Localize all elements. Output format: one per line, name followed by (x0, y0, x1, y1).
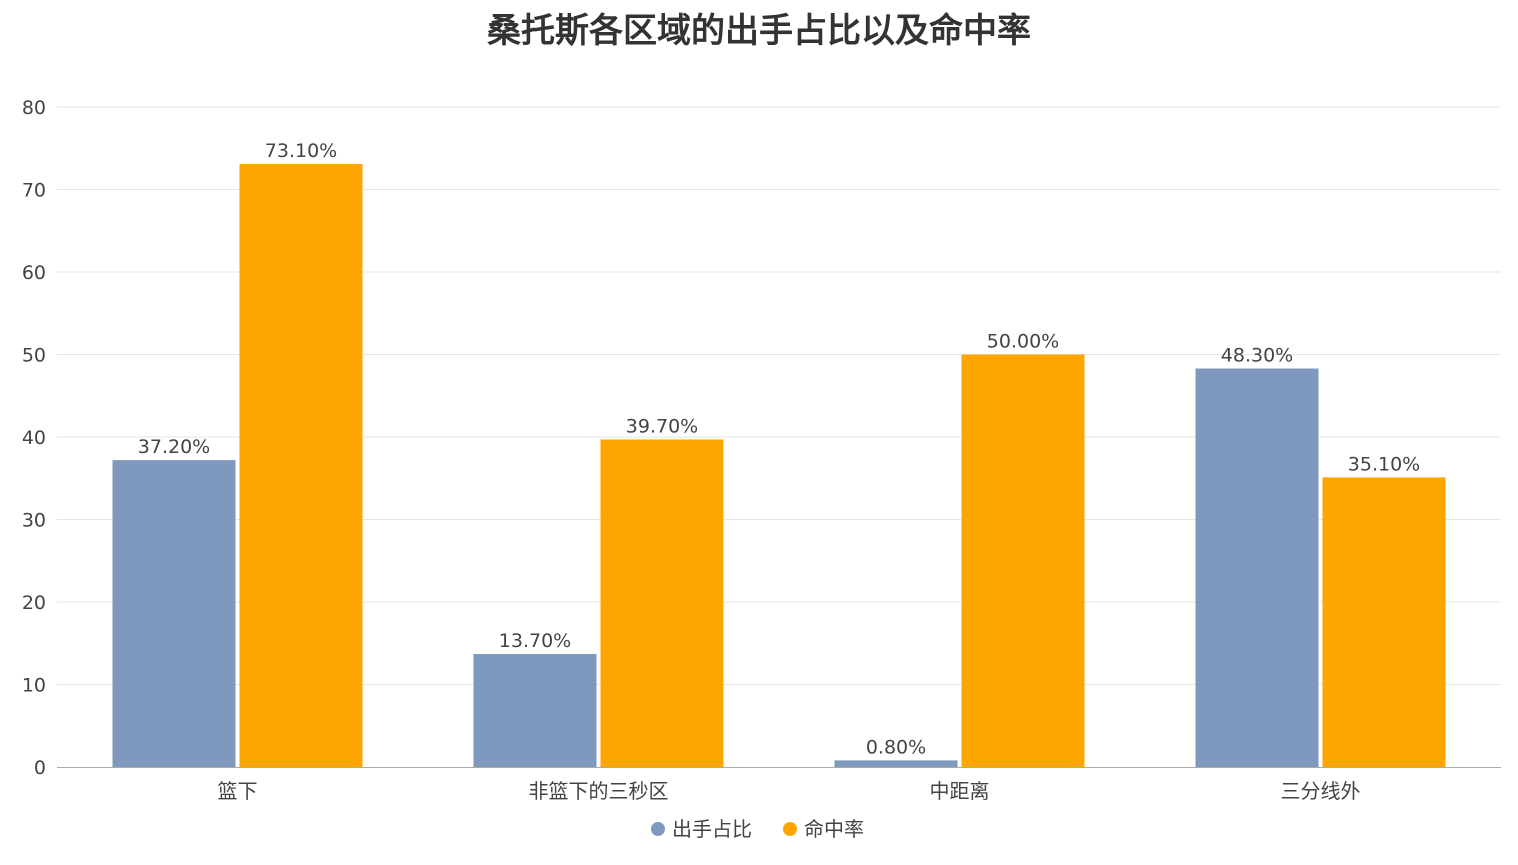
y-tick-label: 60 (22, 262, 46, 284)
y-tick-label: 70 (22, 180, 46, 202)
data-label: 13.70% (499, 630, 571, 652)
x-category-label: 非篮下的三秒区 (529, 779, 669, 803)
y-axis-ticks: 0 10 20 30 40 50 60 70 80 (22, 97, 46, 779)
y-tick-label: 30 (22, 510, 46, 532)
x-category-label: 篮下 (218, 779, 258, 803)
data-label: 50.00% (987, 331, 1059, 353)
legend-item-hit-rate[interactable]: 命中率 (783, 817, 864, 841)
bar-shot-share-0 (112, 460, 236, 767)
y-tick-label: 80 (22, 97, 46, 119)
legend-item-shot-share[interactable]: 出手占比 (651, 817, 752, 841)
bar-shot-share-2 (834, 760, 958, 767)
y-tick-label: 0 (34, 757, 46, 779)
data-label: 73.10% (265, 140, 337, 162)
bar-shot-share-1 (473, 653, 597, 767)
data-labels: 37.20% 73.10% 13.70% 39.70% 0.80% 50.00% 48.30… (138, 140, 1420, 758)
bar-hit-rate-0 (239, 163, 363, 768)
y-tick-label: 10 (22, 675, 46, 697)
data-label: 37.20% (138, 436, 210, 458)
legend-marker-icon (783, 822, 797, 836)
legend-label: 命中率 (804, 817, 864, 841)
legend-label: 出手占比 (672, 817, 752, 841)
y-tick-label: 20 (22, 592, 46, 614)
bar-shot-share-3 (1195, 368, 1319, 767)
chart-title: 桑托斯各区域的出手占比以及命中率 (487, 11, 1031, 51)
data-label: 0.80% (866, 736, 926, 758)
bar-hit-rate-2 (961, 354, 1085, 767)
bar-hit-rate-1 (600, 439, 724, 767)
data-label: 39.70% (626, 415, 698, 437)
x-category-label: 三分线外 (1281, 779, 1361, 803)
legend[interactable]: 出手占比 命中率 (651, 817, 864, 841)
data-label: 35.10% (1348, 453, 1420, 475)
bar-hit-rate-3 (1322, 477, 1446, 767)
legend-marker-icon (651, 822, 665, 836)
x-category-label: 中距离 (930, 779, 990, 803)
x-axis-categories: 篮下 非篮下的三秒区 中距离 三分线外 (218, 779, 1361, 803)
bars (112, 163, 1446, 768)
y-tick-label: 40 (22, 427, 46, 449)
y-tick-label: 50 (22, 345, 46, 367)
data-label: 48.30% (1221, 345, 1293, 367)
